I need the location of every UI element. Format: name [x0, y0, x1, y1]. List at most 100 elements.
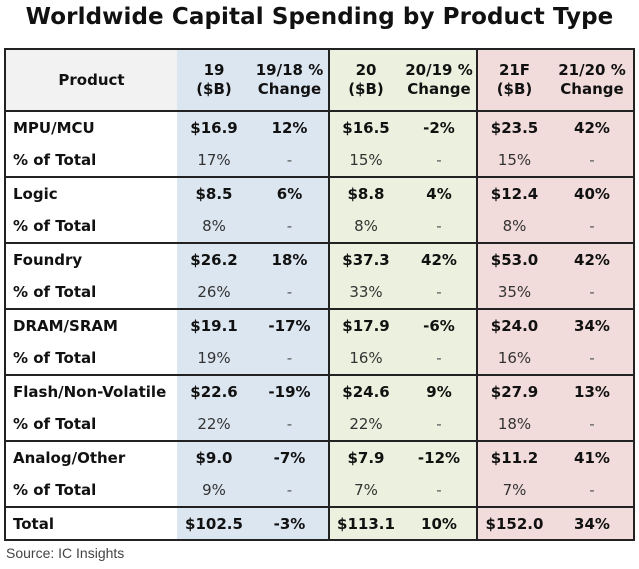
header-col-21-20-line2: Change	[560, 80, 624, 98]
value-mpu-mcu-19-18-change: 12%	[251, 111, 329, 144]
value-foundry-19-18-change: 18%	[251, 243, 329, 276]
pct-mpu-mcu-21-20-change: -	[551, 144, 635, 178]
table-row: % of Total 17% -15% -15% -	[4, 144, 635, 178]
product-name-logic: Logic	[4, 177, 177, 210]
header-col-20-19-change: 20/19 % Change	[402, 48, 477, 112]
table-row-total: Total $102.5 -3% $113.1 10% $152.0 34%	[4, 507, 635, 541]
product-name-foundry: Foundry	[4, 243, 177, 276]
pct-mpu-mcu-19-18-change: -	[251, 144, 329, 178]
table-body: MPU/MCU $16.9 12% $16.5 -2% $23.5 42%% of Tota…	[4, 111, 635, 541]
header-col-20-line2: ($B)	[348, 80, 384, 98]
header-col-21-20-change: 21/20 % Change	[551, 48, 635, 112]
header-product: Product	[4, 48, 177, 112]
value-flash-non-volatile-20-19-change: 9%	[402, 375, 477, 408]
pct-foundry-19-18-change: -	[251, 276, 329, 310]
value-logic-19: $8.5	[177, 177, 251, 210]
value-dram-sram-21f: $24.0	[476, 309, 551, 342]
pct-dram-sram-21-20-change: -	[551, 342, 635, 376]
pct-dram-sram-19-18-change: -	[251, 342, 329, 376]
value-logic-20-19-change: 4%	[402, 177, 477, 210]
value-analog-other-21f: $11.2	[476, 441, 551, 474]
header-col-19-18-change: 19/18 % Change	[251, 48, 329, 112]
pct-label-foundry: % of Total	[4, 276, 177, 310]
total-19: $102.5	[177, 507, 251, 541]
pct-logic-19: 8%	[177, 210, 251, 244]
value-dram-sram-19: $19.1	[177, 309, 251, 342]
product-name-dram-sram: DRAM/SRAM	[4, 309, 177, 342]
pct-label-dram-sram: % of Total	[4, 342, 177, 376]
value-foundry-21-20-change: 42%	[551, 243, 635, 276]
value-mpu-mcu-21-20-change: 42%	[551, 111, 635, 144]
table-row: Logic $8.5 6% $8.8 4% $12.4 40%	[4, 177, 635, 210]
table-row: % of Total 19% -16% -16% -	[4, 342, 635, 376]
pct-label-analog-other: % of Total	[4, 474, 177, 508]
value-flash-non-volatile-20: $24.6	[328, 375, 402, 408]
header-col-19-line1: 19	[203, 61, 225, 79]
header-col-19-18-line2: Change	[257, 80, 322, 98]
value-dram-sram-20: $17.9	[328, 309, 402, 342]
table-row: Analog/Other $9.0 -7% $7.9 -12% $11.2 41%	[4, 441, 635, 474]
value-analog-other-19: $9.0	[177, 441, 251, 474]
value-foundry-21f: $53.0	[476, 243, 551, 276]
pct-dram-sram-19: 19%	[177, 342, 251, 376]
total-19-18-change: -3%	[251, 507, 329, 541]
pct-logic-20: 8%	[328, 210, 402, 244]
pct-label-mpu-mcu: % of Total	[4, 144, 177, 178]
table-row: % of Total 26% -33% -35% -	[4, 276, 635, 310]
pct-dram-sram-20-19-change: -	[402, 342, 477, 376]
header-col-20-19-line2: Change	[407, 80, 471, 98]
header-col-20-line1: 20	[355, 61, 377, 79]
value-dram-sram-21-20-change: 34%	[551, 309, 635, 342]
pct-analog-other-20-19-change: -	[402, 474, 477, 508]
value-flash-non-volatile-21-20-change: 13%	[551, 375, 635, 408]
header-col-19-line2: ($B)	[196, 80, 232, 98]
value-logic-21f: $12.4	[476, 177, 551, 210]
capital-spending-table-container: Product 19 ($B) 19/18 % Change 20 ($B) 20/1…	[4, 48, 635, 541]
value-analog-other-21-20-change: 41%	[551, 441, 635, 474]
table-row: Flash/Non-Volatile $22.6 -19% $24.6 9% $27.9 1…	[4, 375, 635, 408]
pct-flash-non-volatile-21f: 18%	[476, 408, 551, 442]
pct-label-logic: % of Total	[4, 210, 177, 244]
value-dram-sram-19-18-change: -17%	[251, 309, 329, 342]
pct-foundry-21-20-change: -	[551, 276, 635, 310]
pct-logic-20-19-change: -	[402, 210, 477, 244]
value-analog-other-19-18-change: -7%	[251, 441, 329, 474]
pct-flash-non-volatile-19: 22%	[177, 408, 251, 442]
header-col-19: 19 ($B)	[177, 48, 251, 112]
total-20-19-change: 10%	[402, 507, 477, 541]
header-col-21f-line1: 21F	[498, 61, 531, 79]
total-20: $113.1	[328, 507, 402, 541]
pct-foundry-21f: 35%	[476, 276, 551, 310]
pct-analog-other-19-18-change: -	[251, 474, 329, 508]
pct-dram-sram-20: 16%	[328, 342, 402, 376]
chart-title: Worldwide Capital Spending by Product Ty…	[25, 4, 614, 30]
header-col-19-18-line1: 19/18 %	[255, 61, 324, 79]
table-row: DRAM/SRAM $19.1 -17% $17.9 -6% $24.0 34%	[4, 309, 635, 342]
value-logic-21-20-change: 40%	[551, 177, 635, 210]
pct-foundry-20-19-change: -	[402, 276, 477, 310]
header-col-21f: 21F ($B)	[476, 48, 551, 112]
pct-mpu-mcu-20: 15%	[328, 144, 402, 178]
value-foundry-20-19-change: 42%	[402, 243, 477, 276]
pct-label-flash-non-volatile: % of Total	[4, 408, 177, 442]
pct-analog-other-21-20-change: -	[551, 474, 635, 508]
value-dram-sram-20-19-change: -6%	[402, 309, 477, 342]
value-foundry-20: $37.3	[328, 243, 402, 276]
pct-flash-non-volatile-20: 22%	[328, 408, 402, 442]
pct-foundry-20: 33%	[328, 276, 402, 310]
pct-logic-21f: 8%	[476, 210, 551, 244]
header-col-21f-line2: ($B)	[496, 80, 533, 98]
product-name-analog-other: Analog/Other	[4, 441, 177, 474]
pct-mpu-mcu-20-19-change: -	[402, 144, 477, 178]
product-name-mpu-mcu: MPU/MCU	[4, 111, 177, 144]
table-row: Foundry $26.2 18% $37.3 42% $53.0 42%	[4, 243, 635, 276]
value-logic-19-18-change: 6%	[251, 177, 329, 210]
pct-analog-other-19: 9%	[177, 474, 251, 508]
pct-analog-other-21f: 7%	[476, 474, 551, 508]
value-flash-non-volatile-21f: $27.9	[476, 375, 551, 408]
value-flash-non-volatile-19-18-change: -19%	[251, 375, 329, 408]
pct-mpu-mcu-21f: 15%	[476, 144, 551, 178]
header-col-20: 20 ($B)	[328, 48, 402, 112]
header-col-20-19-line1: 20/19 %	[405, 61, 473, 79]
value-analog-other-20-19-change: -12%	[402, 441, 477, 474]
